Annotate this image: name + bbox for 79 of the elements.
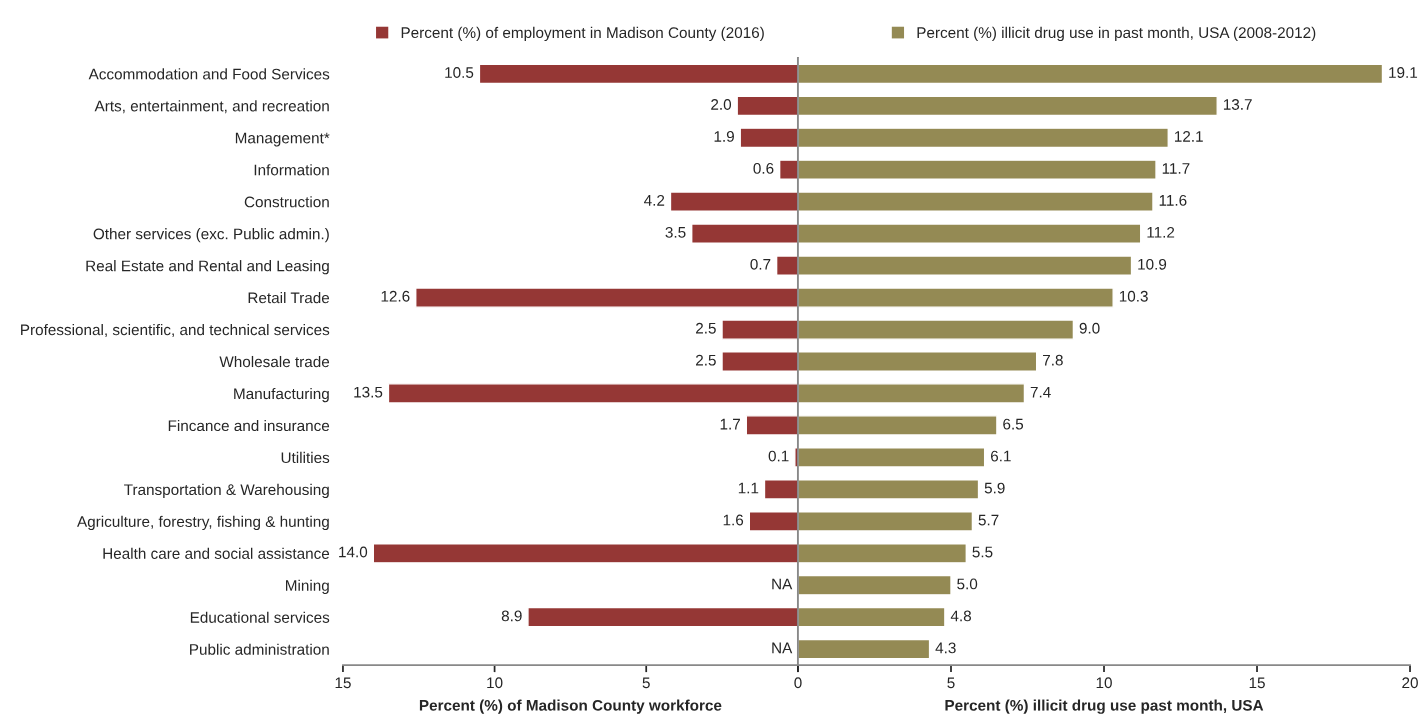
- bar: [739, 127, 798, 149]
- y-tick-label: Professional, scientific, and technical services: [21, 324, 330, 338]
- data-label: 5.0: [957, 578, 978, 590]
- data-label: 1.1: [738, 482, 759, 494]
- y-tick-label: Real Estate and Rental and Leasing: [86, 260, 329, 275]
- legend-label: Percent (%) of employment in Madison County (2016): [401, 26, 764, 42]
- data-label: 2.5: [696, 322, 716, 334]
- data-label: 4.8: [950, 610, 972, 622]
- data-label: 6.5: [1003, 418, 1024, 430]
- x-tick-label: 20: [1402, 677, 1418, 689]
- data-label: 7.8: [1043, 354, 1063, 366]
- text: NA: [772, 642, 793, 654]
- y-tick-label: Construction: [244, 196, 329, 208]
- y-tick-label: Public administration: [190, 643, 329, 655]
- y-tick-label: Educational services: [190, 611, 330, 623]
- data-label: 10.5: [445, 67, 474, 78]
- y-tick-label: Fincance and insurance: [168, 419, 330, 432]
- data-label: 14.0: [339, 546, 368, 558]
- data-label: 12.1: [1174, 131, 1203, 142]
- data-label: 11.2: [1147, 226, 1175, 238]
- data-label: 9.0: [1079, 322, 1100, 334]
- data-label: 4.3: [935, 642, 956, 654]
- text: NA: [772, 578, 793, 590]
- x-tick-label: 5: [947, 677, 955, 689]
- x-tick-label: 0: [794, 677, 802, 689]
- y-tick-label: Utilities: [281, 451, 330, 464]
- data-label: 19.1: [1389, 67, 1418, 78]
- y-tick-label: Mining: [286, 579, 329, 594]
- y-tick-label: Management*: [235, 132, 330, 147]
- data-label: 1.9: [714, 131, 734, 142]
- data-label: 0.1: [768, 450, 789, 462]
- data-label: 8.9: [501, 610, 522, 622]
- data-label: 1.7: [720, 418, 740, 430]
- bar: [748, 511, 798, 532]
- data-label: 12.6: [381, 290, 410, 302]
- x-tick-label: 5: [642, 677, 650, 689]
- data-label: 11.6: [1159, 194, 1187, 206]
- bar: [721, 351, 798, 372]
- x-tick-label: 10: [1096, 677, 1112, 689]
- x-tick-label: 15: [335, 677, 351, 689]
- y-tick-label: Manufacturing: [234, 387, 329, 403]
- bar: [778, 159, 798, 180]
- data-label: 4.2: [644, 194, 665, 206]
- data-label: 3.5: [665, 226, 686, 238]
- y-tick-label: Wholesale trade: [219, 355, 330, 368]
- y-tick-label: Arts, entertainment, and recreation: [94, 100, 329, 114]
- bar: [775, 255, 798, 276]
- legend-label: Percent (%) illicit drug use in past month, USA (2008-2012): [917, 26, 1316, 42]
- x-axis-title: Percent (%) illicit drug use past month, USA: [945, 699, 1264, 714]
- y-tick-label: Health care and social assistance: [103, 547, 330, 559]
- data-label: 0.6: [753, 163, 774, 174]
- x-tick-label: 15: [1249, 677, 1265, 689]
- y-tick-label: Accommodation and Food Services: [88, 68, 330, 80]
- bar: [745, 415, 798, 436]
- data-label: 6.1: [990, 450, 1011, 462]
- data-label: 13.7: [1223, 99, 1252, 110]
- data-label: 2.0: [711, 99, 732, 110]
- y-tick-label: Retail Trade: [248, 292, 330, 304]
- bar: [763, 479, 798, 500]
- data-label: 11.7: [1162, 163, 1190, 174]
- data-label: 2.5: [696, 354, 716, 366]
- x-axis-title: Percent (%) of Madison County workforce: [419, 699, 722, 714]
- data-label: 10.3: [1119, 290, 1148, 302]
- data-label: 7.4: [1030, 386, 1051, 398]
- y-tick-label: Information: [254, 164, 329, 176]
- data-label: 1.6: [723, 514, 744, 526]
- bar: [721, 319, 798, 340]
- data-label: 5.5: [972, 546, 993, 558]
- x-tick-label: 10: [487, 677, 503, 689]
- data-label: 10.9: [1138, 258, 1167, 270]
- data-label: 5.7: [978, 514, 999, 526]
- bar: [691, 223, 798, 244]
- y-tick-label: Transportation & Warehousing: [124, 483, 329, 499]
- y-tick-label: Other services (exc. Public admin.): [93, 228, 329, 243]
- y-tick-label: Agriculture, forestry, fishing & hunting: [77, 515, 329, 531]
- data-label: 5.9: [984, 482, 1005, 494]
- bar: [736, 95, 798, 117]
- data-label: 0.7: [750, 258, 771, 270]
- data-label: 13.5: [354, 386, 383, 398]
